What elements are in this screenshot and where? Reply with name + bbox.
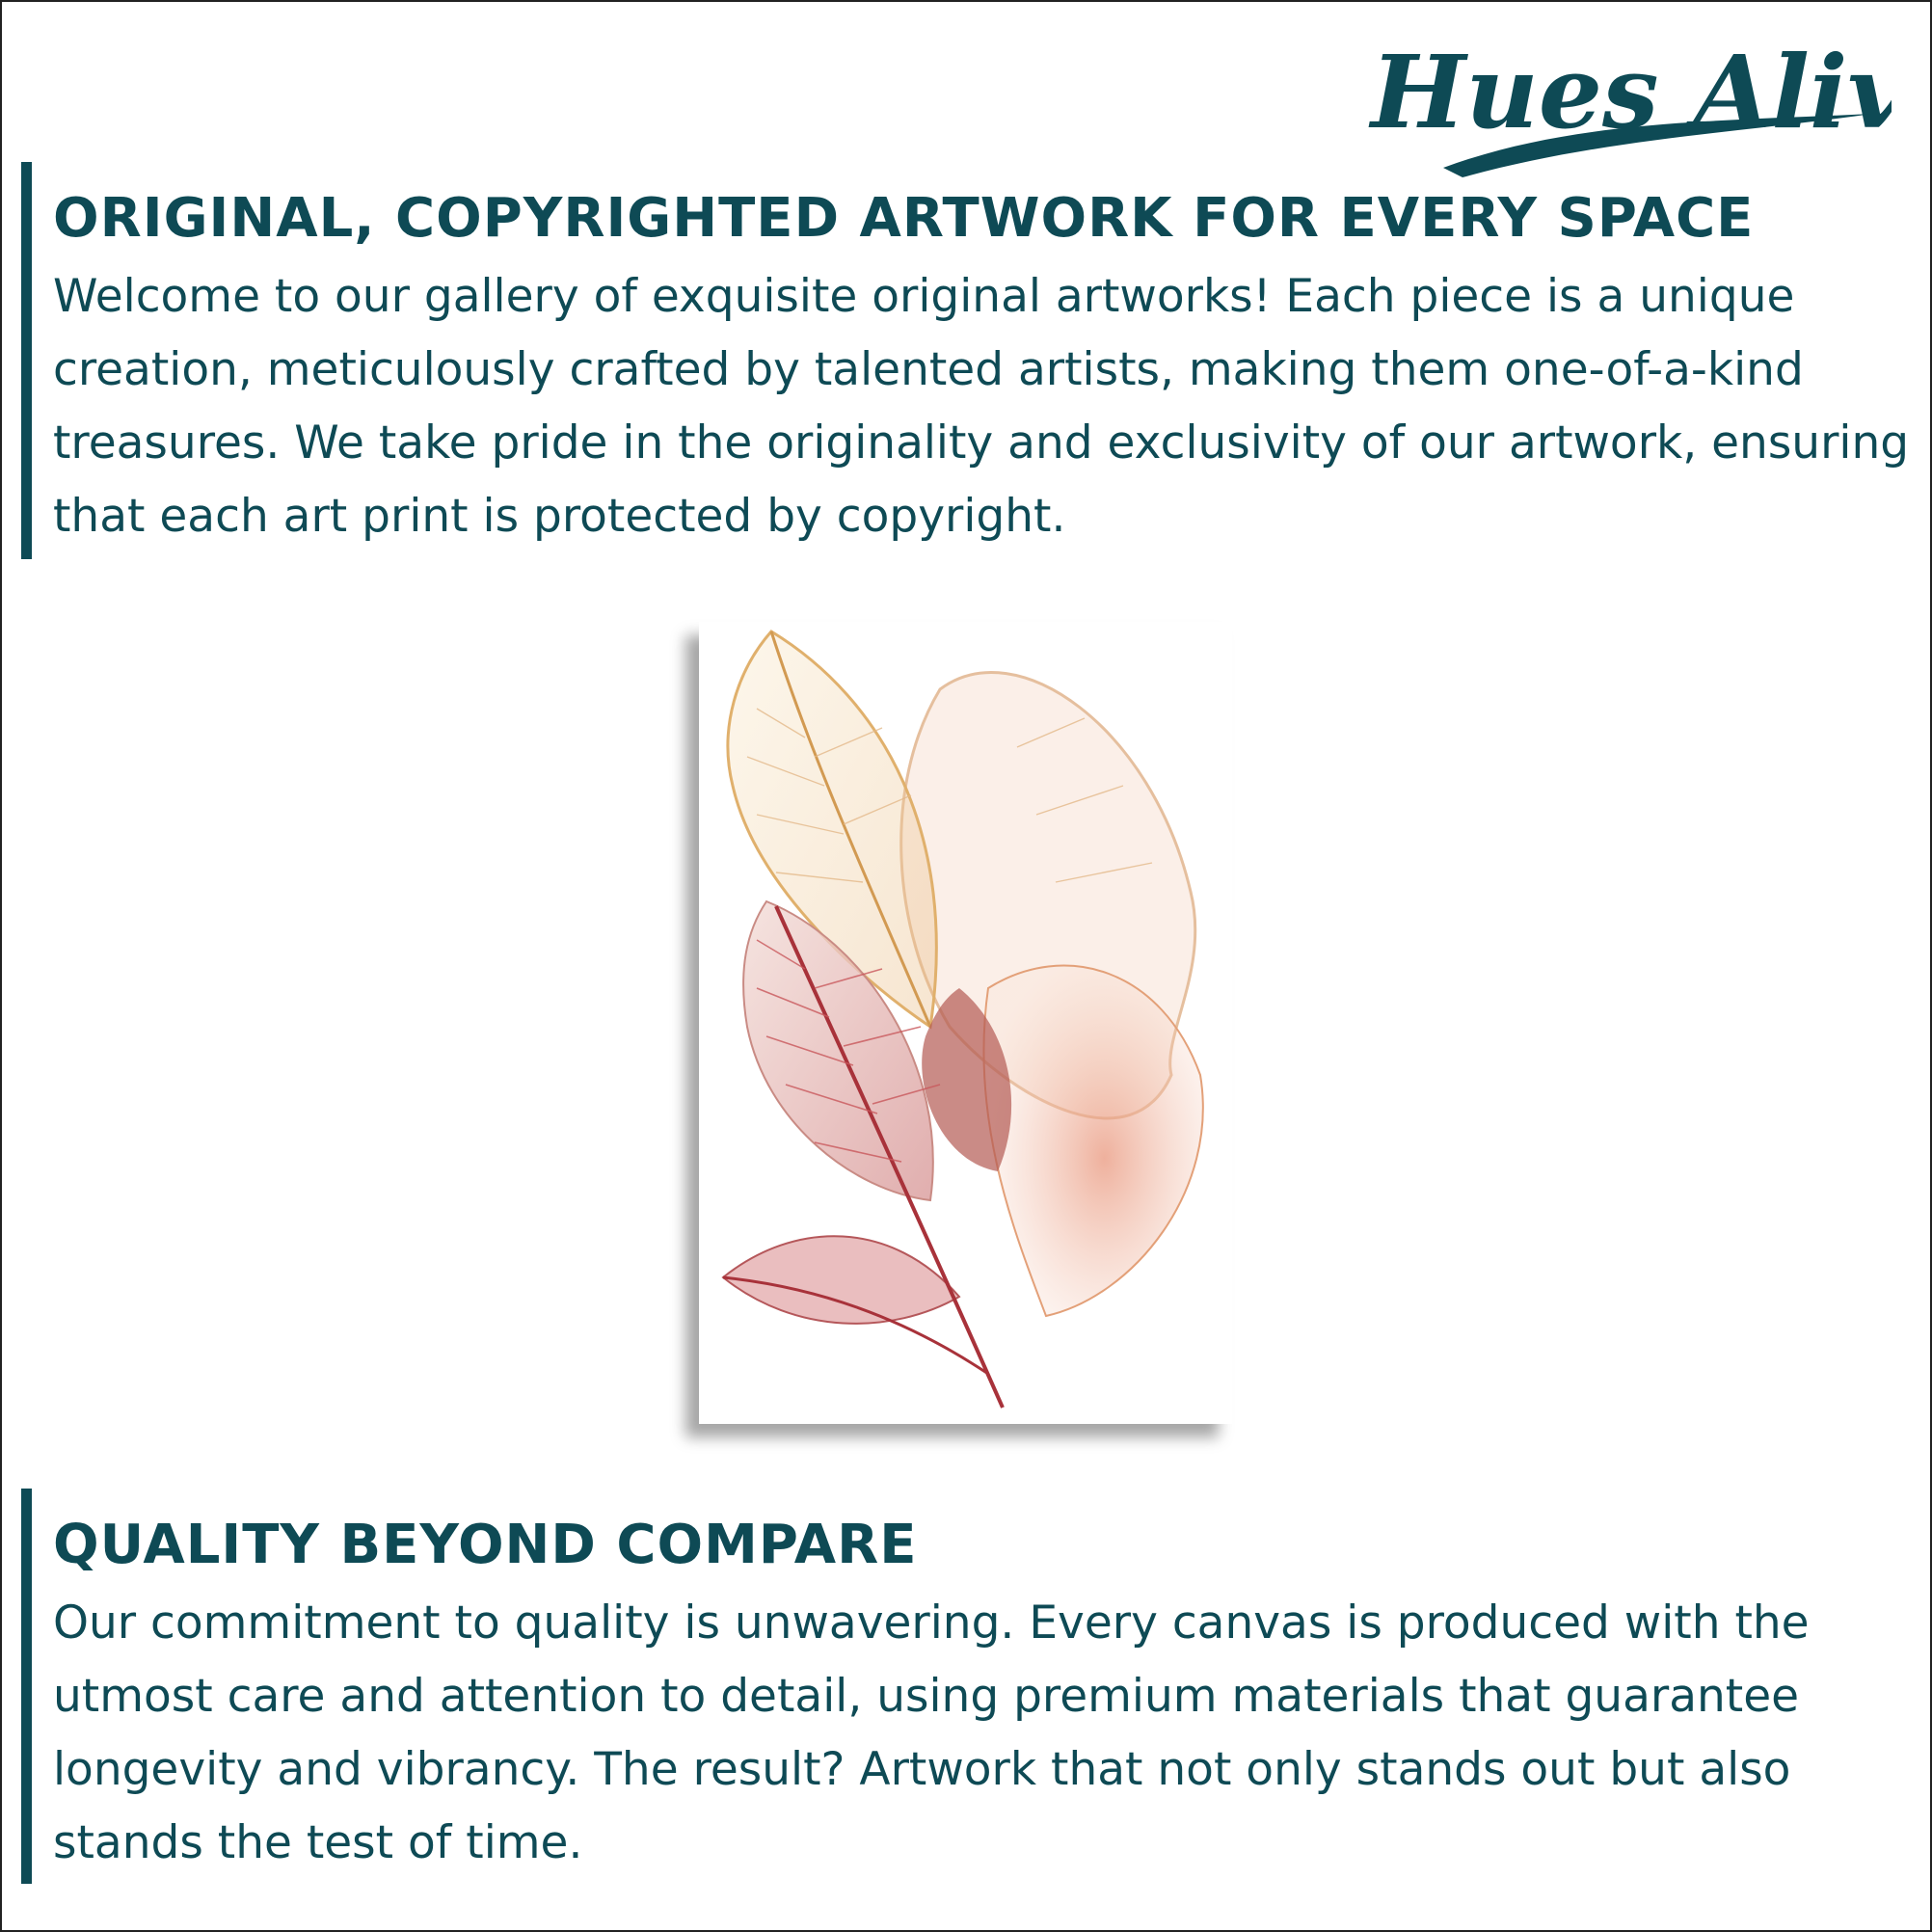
leaf-artwork-icon <box>699 622 1232 1424</box>
leaf-artwork-print <box>699 622 1232 1424</box>
quality-heading: QUALITY BEYOND COMPARE <box>53 1514 918 1576</box>
hues-alive-logo: Hues Alive <box>1352 13 1930 187</box>
copyright-section: ORIGINAL, COPYRIGHTED ARTWORK FOR EVERY … <box>21 162 1914 559</box>
copyright-description: Welcome to our gallery of exquisite orig… <box>53 270 1910 543</box>
quality-section: QUALITY BEYOND COMPARE Our commitment to… <box>21 1489 1914 1884</box>
logo-mark: Hues Alive <box>1368 33 1930 177</box>
copyright-heading: ORIGINAL, COPYRIGHTED ARTWORK FOR EVERY … <box>53 187 1755 250</box>
quality-description: Our commitment to quality is unwavering.… <box>53 1597 1810 1869</box>
